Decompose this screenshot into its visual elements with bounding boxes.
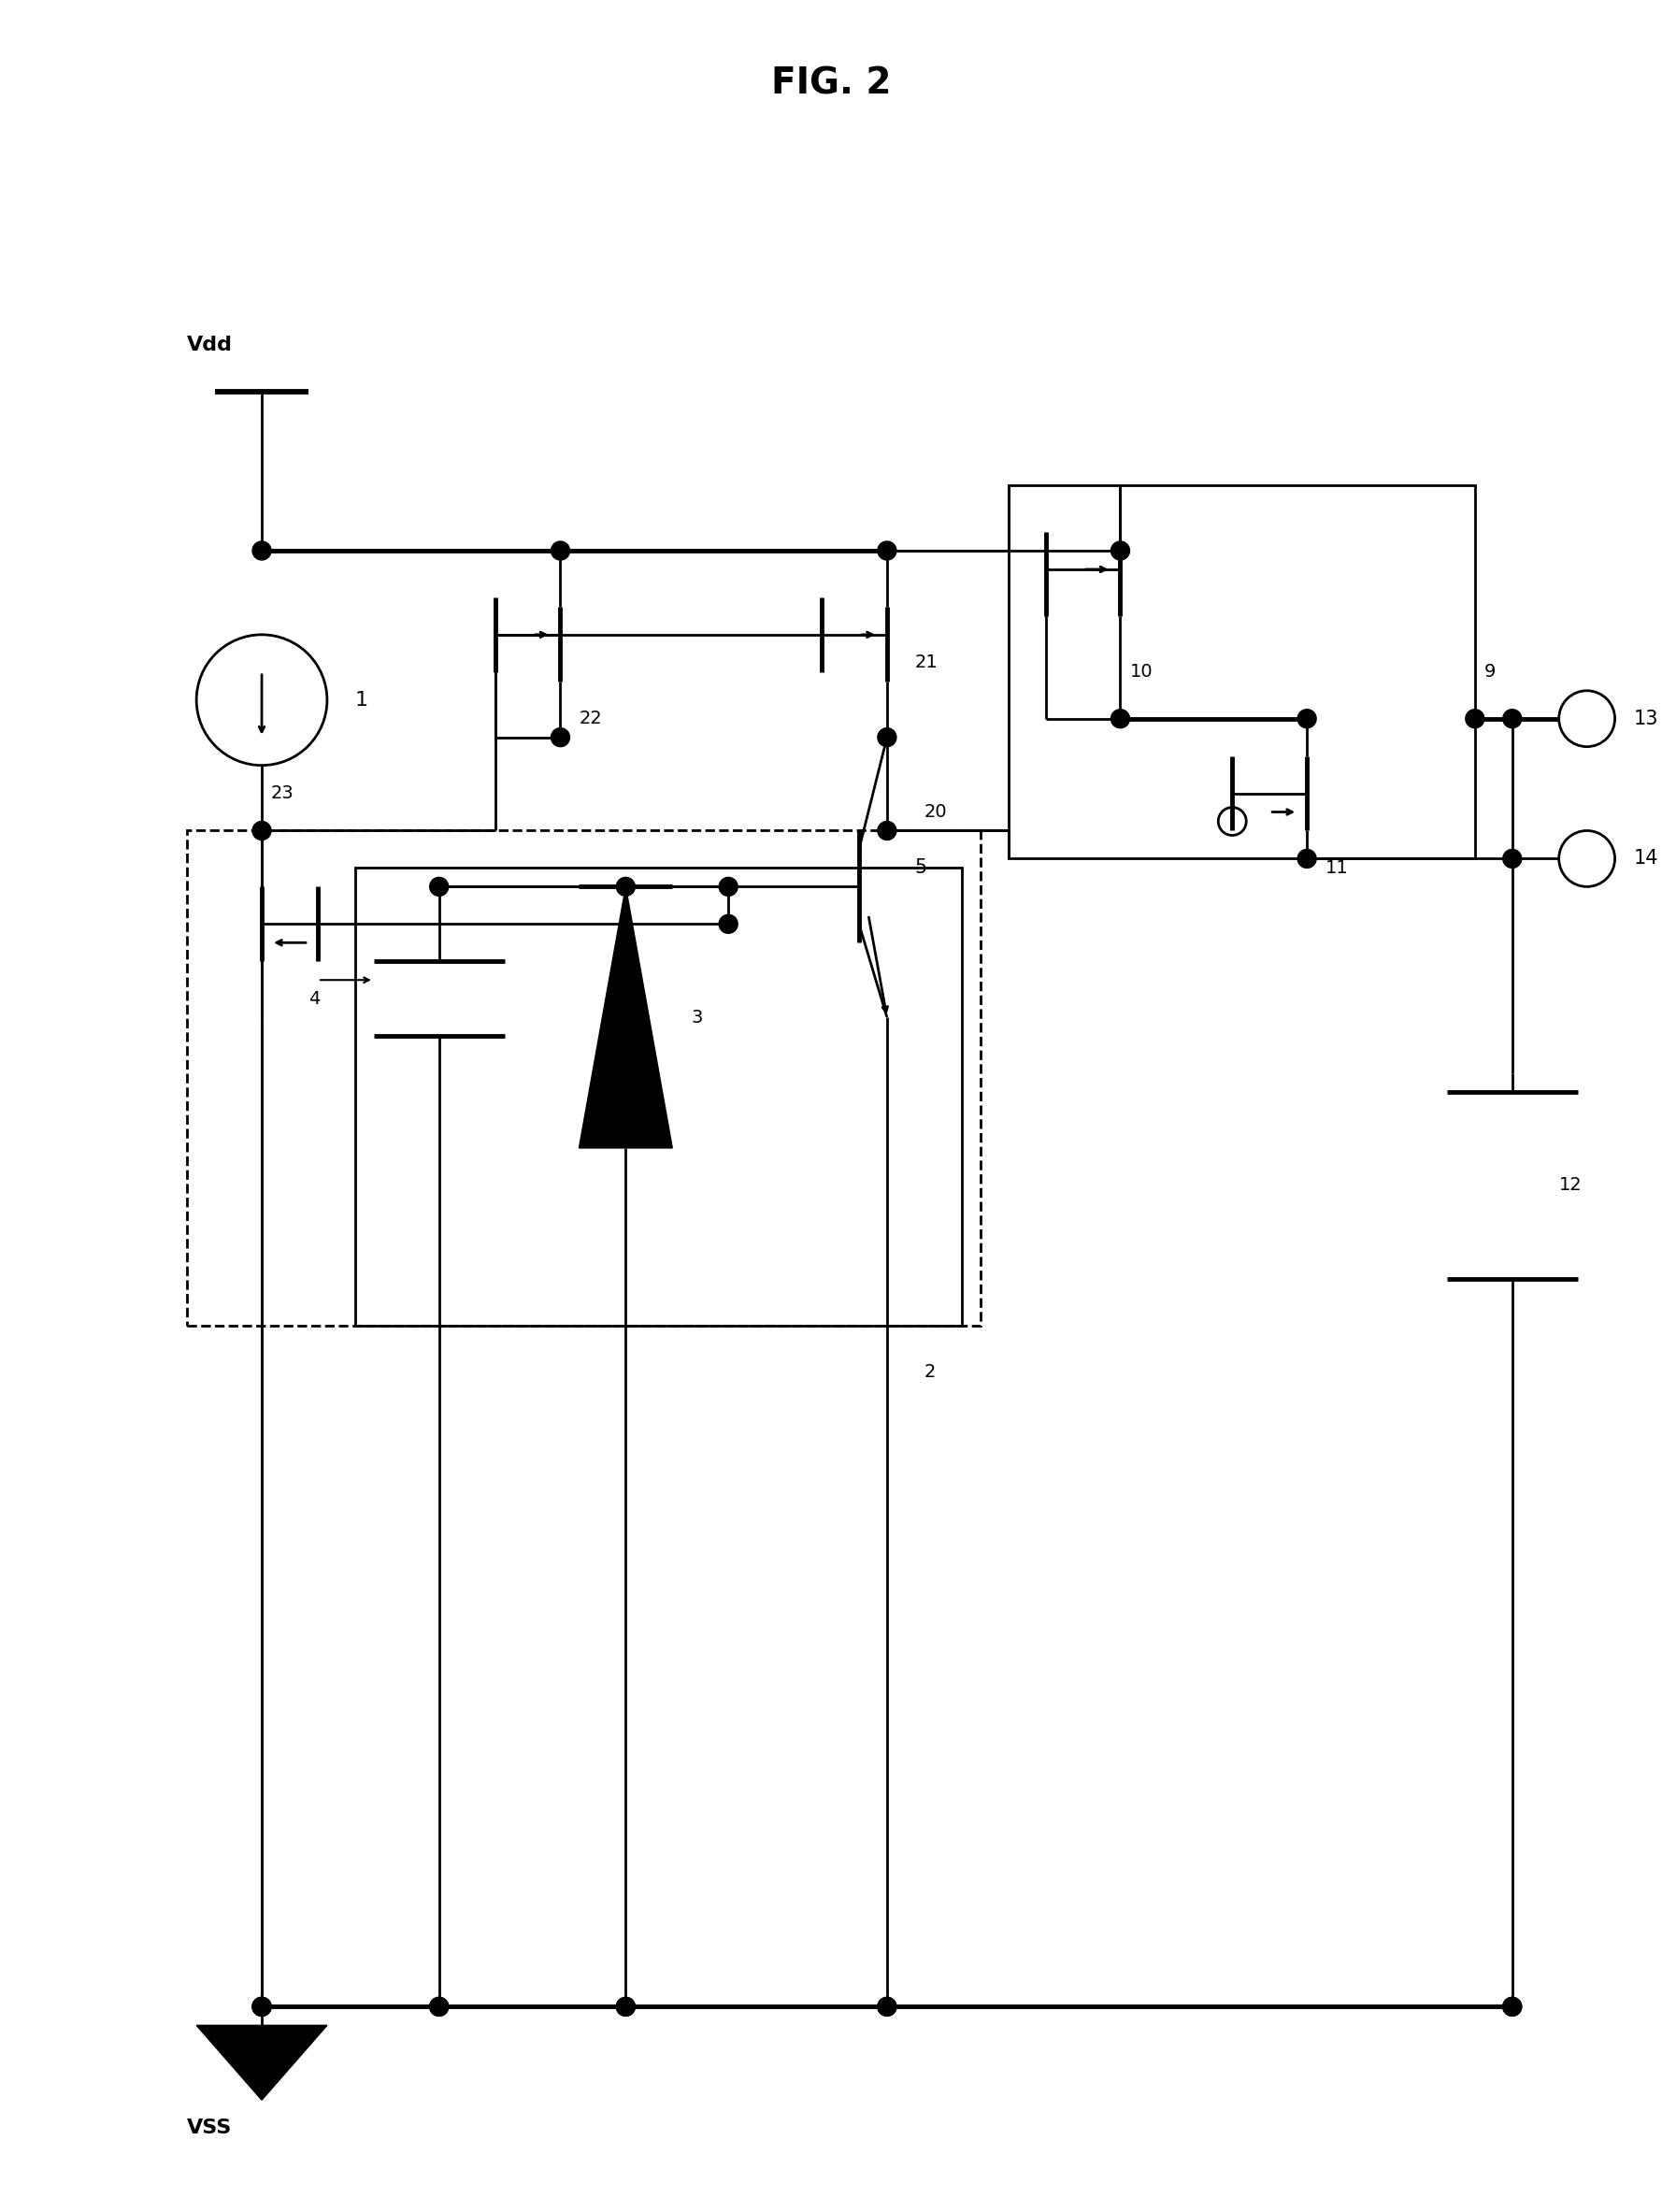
Circle shape (253, 1997, 271, 2015)
Circle shape (1298, 710, 1316, 728)
Circle shape (253, 821, 271, 841)
Circle shape (1502, 710, 1521, 728)
Text: 1: 1 (356, 690, 369, 710)
Text: 14: 14 (1634, 849, 1659, 867)
Text: 13: 13 (1634, 710, 1659, 728)
Text: Vdd: Vdd (188, 336, 233, 354)
Text: 12: 12 (1559, 1177, 1582, 1194)
Circle shape (878, 728, 896, 748)
Circle shape (1502, 1997, 1521, 2015)
Text: 10: 10 (1130, 664, 1153, 681)
Circle shape (253, 1997, 271, 2015)
Circle shape (1110, 710, 1130, 728)
Circle shape (253, 542, 271, 560)
Bar (1009, 484, 1474, 858)
Text: 9: 9 (1484, 664, 1496, 681)
Circle shape (878, 542, 896, 560)
Circle shape (430, 1997, 449, 2015)
Circle shape (1466, 710, 1484, 728)
Text: 23: 23 (271, 785, 294, 803)
Text: VSS: VSS (188, 2119, 233, 2137)
Circle shape (617, 878, 635, 896)
Circle shape (1110, 542, 1130, 560)
Polygon shape (196, 2026, 327, 2099)
Text: 3: 3 (691, 1009, 703, 1026)
Circle shape (552, 728, 570, 748)
Bar (356, 867, 962, 1325)
Polygon shape (578, 887, 673, 1148)
Text: FIG. 2: FIG. 2 (771, 66, 891, 102)
Circle shape (430, 878, 449, 896)
Circle shape (878, 1997, 896, 2015)
Text: 11: 11 (1326, 858, 1350, 876)
Circle shape (430, 1997, 449, 2015)
Circle shape (1502, 1997, 1521, 2015)
Bar (188, 832, 981, 1325)
Text: 2: 2 (924, 1363, 936, 1380)
Circle shape (1298, 849, 1316, 867)
Circle shape (617, 1997, 635, 2015)
Circle shape (878, 821, 896, 841)
Text: 21: 21 (916, 655, 937, 672)
Circle shape (720, 916, 738, 933)
Circle shape (617, 1997, 635, 2015)
Circle shape (720, 878, 738, 896)
Text: 22: 22 (578, 710, 602, 728)
Circle shape (253, 1997, 271, 2015)
Circle shape (878, 1997, 896, 2015)
Text: 5: 5 (916, 858, 927, 878)
Circle shape (1502, 849, 1521, 867)
Text: 4: 4 (309, 989, 321, 1006)
Circle shape (552, 542, 570, 560)
Text: 20: 20 (924, 803, 947, 821)
